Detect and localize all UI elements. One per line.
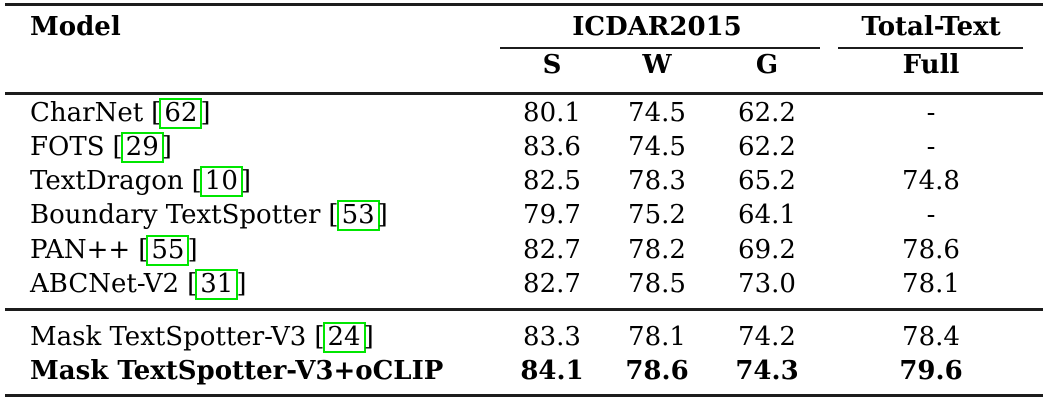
bracket: [ — [191, 166, 202, 196]
bracket: [ — [314, 322, 325, 352]
score-totaltext-full: 78.6 — [902, 235, 960, 265]
score-icdar-g: 69.2 — [738, 235, 796, 265]
citation-number[interactable]: 29 — [120, 132, 164, 163]
score-totaltext-full: 78.4 — [902, 322, 960, 352]
score-icdar-w: 78.6 — [625, 356, 689, 386]
score-totaltext-full: - — [926, 98, 936, 128]
bracket: [ — [328, 200, 339, 230]
bracket: ] — [236, 269, 247, 299]
model-name: Mask TextSpotter-V3 — [30, 322, 307, 352]
model-name: Mask TextSpotter-V3+oCLIP — [30, 356, 444, 386]
table-bottom-rule — [5, 394, 1043, 397]
model-name: PAN++ — [30, 235, 131, 265]
score-totaltext-full: - — [926, 200, 936, 230]
score-totaltext-full: 74.8 — [902, 166, 960, 196]
table-row-abcnet-v2: ABCNet-V2[31] 82.7 78.5 73.0 78.1 — [0, 267, 1049, 301]
score-icdar-g: 74.3 — [735, 356, 799, 386]
score-icdar-s: 83.6 — [523, 132, 581, 162]
score-icdar-s: 79.7 — [523, 200, 581, 230]
citation-link[interactable]: [24] — [314, 322, 374, 353]
score-icdar-w: 78.5 — [628, 269, 686, 299]
icdar-group-underline — [500, 47, 820, 49]
score-icdar-s: 80.1 — [523, 98, 581, 128]
totaltext-group-underline — [838, 47, 1023, 49]
score-icdar-g: 62.2 — [738, 132, 796, 162]
column-header-s: S — [542, 50, 562, 80]
score-icdar-s: 82.7 — [523, 269, 581, 299]
column-header-g: G — [755, 50, 779, 80]
bracket: [ — [112, 132, 123, 162]
column-header-model: Model — [30, 12, 121, 42]
citation-number[interactable]: 24 — [322, 322, 366, 353]
score-icdar-w: 78.3 — [628, 166, 686, 196]
model-name: ABCNet-V2 — [30, 269, 180, 299]
citation-number[interactable]: 10 — [199, 166, 243, 197]
table-row-mask-textspotter-v3-oclip: Mask TextSpotter-V3+oCLIP 84.1 78.6 74.3… — [0, 354, 1049, 388]
score-icdar-g: 62.2 — [738, 98, 796, 128]
score-icdar-g: 65.2 — [738, 166, 796, 196]
table-top-rule — [5, 3, 1043, 6]
score-icdar-w: 78.1 — [628, 322, 686, 352]
model-name: FOTS — [30, 132, 105, 162]
citation-link[interactable]: [55] — [138, 235, 198, 266]
citation-link[interactable]: [29] — [112, 132, 172, 163]
score-icdar-s: 82.7 — [523, 235, 581, 265]
score-totaltext-full: 79.6 — [899, 356, 963, 386]
section-separator-rule — [5, 308, 1043, 311]
table-row-mask-textspotter-v3: Mask TextSpotter-V3[24] 83.3 78.1 74.2 7… — [0, 320, 1049, 354]
score-icdar-g: 73.0 — [738, 269, 796, 299]
bracket: ] — [240, 166, 252, 196]
bracket: ] — [377, 200, 388, 230]
model-name: TextDragon — [30, 166, 184, 196]
column-group-icdar2015: ICDAR2015 — [572, 12, 742, 42]
score-icdar-s: 83.3 — [523, 322, 581, 352]
bracket: ] — [161, 132, 172, 162]
citation-link[interactable]: [31] — [187, 269, 247, 300]
bracket: ] — [187, 235, 198, 265]
table-row-boundary-textspotter: Boundary TextSpotter[53] 79.7 75.2 64.1 … — [0, 198, 1049, 232]
bracket: [ — [138, 235, 149, 265]
score-icdar-s: 84.1 — [520, 356, 584, 386]
citation-number[interactable]: 53 — [336, 200, 380, 231]
score-icdar-w: 74.5 — [628, 98, 686, 128]
column-group-totaltext: Total-Text — [861, 12, 1001, 42]
citation-number[interactable]: 62 — [159, 98, 203, 129]
citation-number[interactable]: 55 — [146, 235, 190, 266]
bracket: [ — [151, 98, 162, 128]
bracket: ] — [363, 322, 374, 352]
score-icdar-g: 74.2 — [738, 322, 796, 352]
bracket: ] — [200, 98, 211, 128]
score-icdar-g: 64.1 — [738, 200, 796, 230]
table-row-textdragon: TextDragon[10] 82.5 78.3 65.2 74.8 — [0, 164, 1049, 198]
citation-link[interactable]: [53] — [328, 200, 388, 231]
score-totaltext-full: - — [926, 132, 936, 162]
column-header-w: W — [642, 50, 672, 80]
score-icdar-w: 74.5 — [628, 132, 686, 162]
bracket: [ — [187, 269, 198, 299]
score-totaltext-full: 78.1 — [902, 269, 960, 299]
table-row-panpp: PAN++[55] 82.7 78.2 69.2 78.6 — [0, 233, 1049, 267]
model-name: Boundary TextSpotter — [30, 200, 321, 230]
score-icdar-s: 82.5 — [523, 166, 581, 196]
table-row-charnet: CharNet[62] 80.1 74.5 62.2 - — [0, 96, 1049, 130]
citation-link[interactable]: [62] — [151, 98, 211, 129]
table-row-fots: FOTS[29] 83.6 74.5 62.2 - — [0, 130, 1049, 164]
model-name: CharNet — [30, 98, 144, 128]
score-icdar-w: 78.2 — [628, 235, 686, 265]
citation-number[interactable]: 31 — [195, 269, 239, 300]
column-header-full: Full — [902, 50, 960, 80]
citation-link[interactable]: [10] — [191, 166, 252, 197]
header-separator-rule — [5, 92, 1043, 95]
score-icdar-w: 75.2 — [628, 200, 686, 230]
